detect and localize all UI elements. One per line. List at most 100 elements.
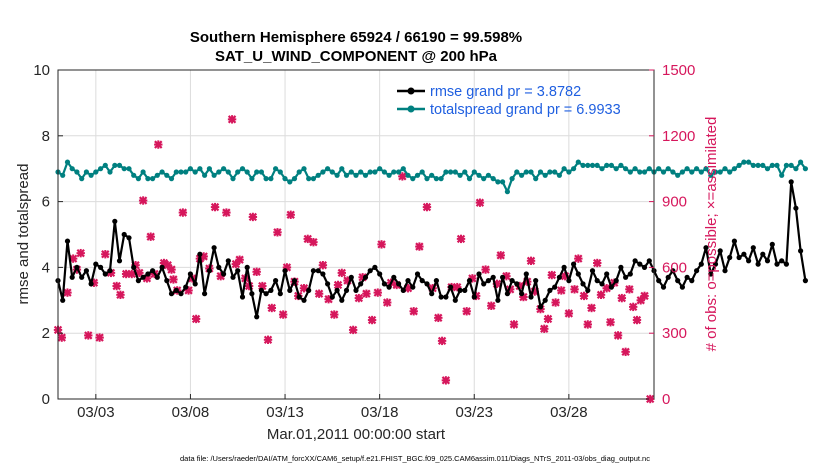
rmse-point (329, 294, 335, 300)
totalspread-point (74, 169, 80, 175)
totalspread-point (760, 162, 766, 168)
rmse-point (159, 264, 165, 270)
rmse-point (509, 278, 515, 284)
assimilated-obs-point (434, 313, 443, 323)
chart-title-line1: Southern Hemisphere 65924 / 66190 = 99.5… (190, 29, 522, 46)
y-right-tick-label: 1500 (662, 62, 695, 79)
rmse-point (211, 245, 217, 251)
x-axis-label: Mar.01,2011 00:00:00 start (267, 426, 446, 443)
assimilated-obs-point (278, 310, 288, 319)
rmse-point (88, 281, 94, 287)
rmse-point (244, 264, 250, 270)
totalspread-point (481, 176, 487, 182)
totalspread-point (381, 169, 387, 175)
totalspread-point (774, 162, 780, 168)
assimilated-obs-point (267, 303, 277, 313)
x-tick-label: 03/08 (172, 404, 210, 421)
totalspread-point (566, 169, 572, 175)
chart-title-line2: SAT_U_WIND_COMPONENT @ 200 hPa (215, 48, 498, 65)
rmse-point (523, 271, 529, 277)
totalspread-point (377, 166, 383, 172)
totalspread-point (424, 176, 430, 182)
rmse-point (769, 241, 775, 247)
totalspread-point (533, 176, 539, 182)
rmse-point (788, 179, 794, 185)
rmse-point (466, 278, 473, 284)
totalspread-point (509, 176, 515, 182)
totalspread-point (225, 169, 231, 175)
rmse-point (310, 268, 316, 274)
rmse-point (783, 261, 790, 267)
assimilated-obs-point (210, 202, 220, 212)
totalspread-point (391, 169, 397, 175)
rmse-point (64, 238, 71, 244)
assimilated-obs-point (252, 267, 261, 276)
totalspread-point (708, 172, 714, 178)
rmse-point (362, 274, 369, 280)
totalspread-point (698, 169, 704, 175)
assimilated-obs-point (547, 270, 557, 280)
rmse-point (627, 271, 633, 277)
assimilated-obs-point (273, 228, 282, 237)
assimilated-obs-point (596, 290, 606, 300)
rmse-point (358, 281, 364, 287)
rmse-series (55, 179, 809, 320)
totalspread-point (263, 176, 269, 182)
rmse-point (741, 251, 747, 257)
rmse-point (235, 268, 241, 274)
rmse-point (764, 258, 771, 264)
assimilated-obs-point (628, 302, 638, 312)
rmse-point (703, 245, 709, 251)
rmse-point (585, 287, 591, 293)
totalspread-point (60, 172, 66, 178)
rmse-point (727, 254, 733, 261)
rmse-point (448, 284, 454, 290)
rmse-point (495, 297, 501, 303)
assimilated-obs-point (606, 318, 615, 327)
totalspread-point (164, 172, 170, 178)
rmse-point (400, 287, 406, 293)
rmse-point (315, 268, 321, 274)
x-tick-label: 03/18 (361, 404, 399, 421)
assimilated-obs-point (138, 196, 148, 205)
totalspread-point (79, 176, 85, 182)
assimilated-obs-point (415, 242, 424, 251)
totalspread-point (202, 172, 208, 178)
x-tick-label: 03/23 (455, 404, 493, 421)
rmse-point (268, 287, 274, 293)
totalspread-point (542, 172, 548, 178)
totalspread-point (769, 162, 775, 168)
totalspread-point (362, 172, 369, 178)
rmse-point (74, 264, 80, 270)
totalspread-point (528, 169, 534, 175)
totalspread-point (589, 162, 596, 168)
rmse-point (145, 271, 151, 277)
totalspread-point (476, 172, 482, 178)
assimilated-obs-point (640, 291, 649, 301)
totalspread-point (386, 172, 392, 178)
rmse-point (429, 291, 435, 297)
rmse-point (339, 297, 345, 303)
totalspread-point (254, 169, 260, 175)
totalspread-point (537, 169, 544, 175)
totalspread-point (793, 166, 799, 172)
assimilated-obs-point (613, 331, 623, 340)
assimilated-obs-point (587, 303, 596, 313)
assimilated-obs-point (551, 298, 560, 307)
rmse-point (689, 278, 695, 284)
assimilated-obs-point (127, 269, 136, 279)
assimilated-obs-point (146, 232, 155, 241)
legend-spread-marker (407, 105, 415, 113)
totalspread-point (802, 166, 809, 172)
totalspread-point (519, 172, 525, 178)
totalspread-point (599, 166, 605, 172)
rmse-point (452, 297, 458, 303)
totalspread-point (64, 159, 71, 165)
totalspread-point (448, 169, 454, 175)
rmse-point (561, 264, 567, 270)
x-tick-label: 03/28 (550, 404, 588, 421)
totalspread-point (495, 179, 501, 185)
totalspread-point (627, 169, 633, 175)
rmse-point (296, 294, 302, 300)
totalspread-point (670, 169, 676, 175)
